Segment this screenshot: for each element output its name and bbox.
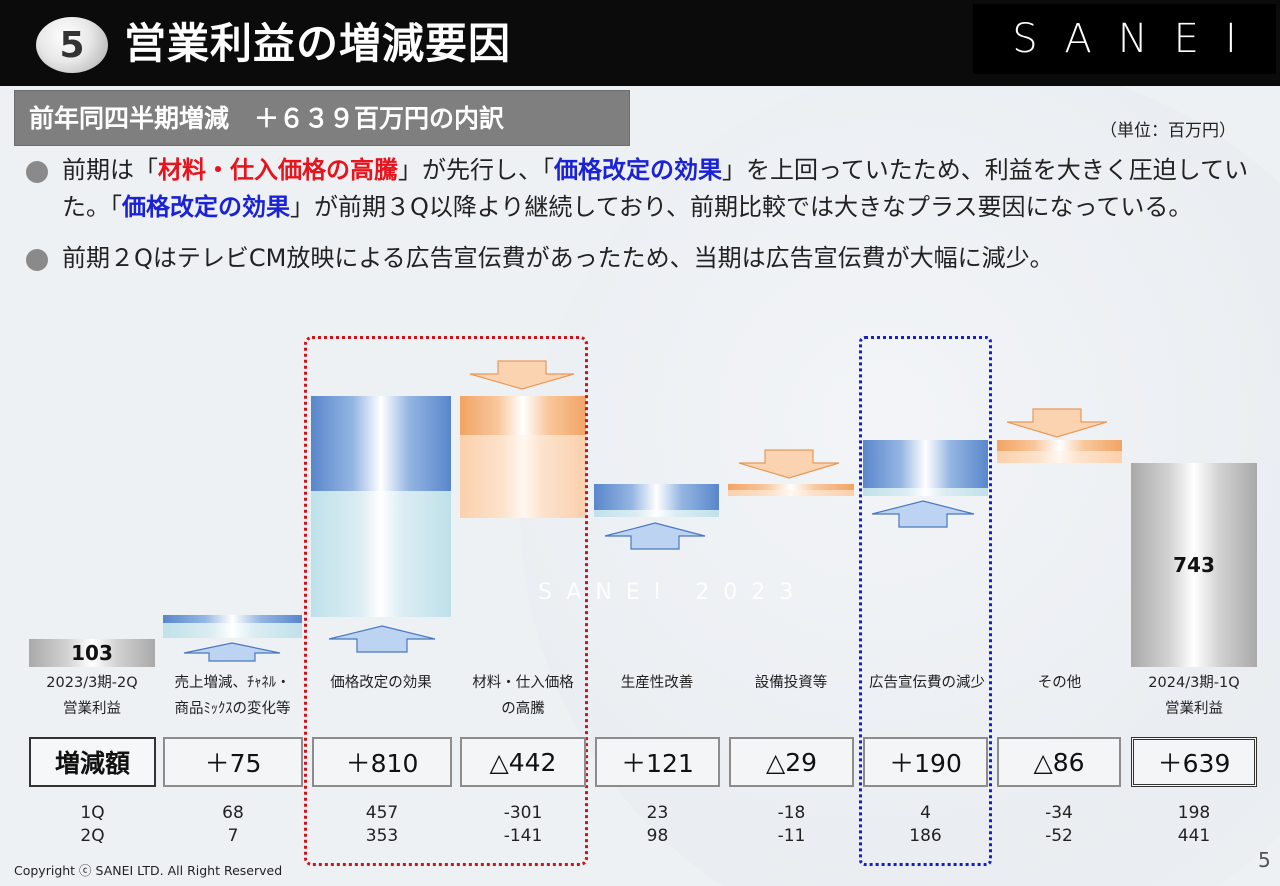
bullet-item: 前期２QはテレビCM放映による広告宣伝費があったため、当期は広告宣伝費が大幅に減…: [24, 240, 1274, 277]
highlight-box-blue: [859, 336, 992, 866]
page-number: 5: [1258, 848, 1271, 872]
category-label: 広告宣伝費の減少: [869, 675, 985, 691]
logo-text: SANEI: [1012, 16, 1263, 62]
subtitle-bar: 前年同四半期増減 ＋６３９百万円の内訳: [14, 90, 630, 146]
bullet-dot-icon: [26, 161, 48, 183]
up-arrow-icon: [183, 642, 281, 662]
q-value: 4 186: [909, 803, 942, 846]
q-value: 68 7: [222, 803, 244, 846]
slide-title: 営業利益の増減要因: [124, 19, 512, 68]
bullet-dot-icon: [26, 249, 48, 271]
down-arrow-icon: [469, 360, 575, 390]
start-total-bar: 103: [29, 639, 155, 667]
up-arrow-icon: [328, 625, 436, 653]
amount-box: ＋190: [863, 737, 988, 787]
section-number-badge: 5: [36, 17, 108, 73]
bullet-text: 前期２QはテレビCM放映による広告宣伝費があったため、当期は広告宣伝費が大幅に減…: [62, 244, 1054, 272]
down-arrow-icon: [738, 449, 840, 479]
category-label: 生産性改善: [620, 675, 694, 691]
q-value: 457 353: [365, 803, 399, 846]
q-value: 198 441: [1177, 803, 1211, 846]
up-arrow-icon: [871, 500, 975, 528]
amount-box: △86: [997, 737, 1121, 787]
bullet-text: 前期は「: [62, 156, 158, 184]
amount-box: ＋121: [595, 737, 720, 787]
copyright: Copyright ⓒ SANEI LTD. All Right Reserve…: [14, 863, 283, 878]
category-label: 価格改定の効果: [330, 675, 432, 691]
category-label: 売上増減、ﾁｬﾈﾙ・ 商品ﾐｯｸｽの変化等: [174, 675, 291, 717]
bullet-item: 前期は「材料・仕入価格の高騰」が先行し、「価格改定の効果」を上回っていたため、利…: [24, 152, 1274, 226]
category-label: 材料・仕入価格 の高騰: [472, 675, 574, 717]
amount-box-total: ＋639: [1131, 737, 1257, 787]
company-logo: SANEI: [973, 4, 1276, 74]
start-total-value: 103: [71, 641, 113, 665]
down-arrow-icon: [1006, 408, 1108, 438]
category-label: 2024/3期-1Q 営業利益: [1148, 675, 1240, 717]
category-label: その他: [1037, 675, 1082, 691]
bullet-list: 前期は「材料・仕入価格の高騰」が先行し、「価格改定の効果」を上回っていたため、利…: [24, 152, 1274, 277]
highlight-material-cost: 材料・仕入価格の高騰: [158, 156, 398, 184]
bullet-text: 」が先行し、「: [398, 156, 554, 184]
section-number: 5: [59, 24, 85, 66]
highlight-price-revision: 価格改定の効果: [554, 156, 722, 184]
category-label: 2023/3期-2Q 営業利益: [46, 675, 138, 717]
amount-header: 増減額: [29, 737, 156, 787]
end-total-bar: 743: [1131, 463, 1257, 667]
highlight-box-red: [304, 336, 588, 866]
bullet-text: 」が前期３Q以降より継続しており、前期比較では大きなプラス要因になっている。: [290, 193, 1193, 221]
amount-box: △29: [729, 737, 854, 787]
watermark: SANEI 2023: [538, 580, 808, 605]
unit-label: （単位：百万円）: [1100, 121, 1236, 141]
q-value: 23 98: [646, 803, 669, 846]
q-value: -18 -11: [777, 803, 806, 846]
amount-box: ＋810: [312, 737, 452, 787]
q-value: 1Q 2Q: [80, 803, 105, 846]
amount-box: △442: [460, 737, 586, 787]
q-value: -34 -52: [1045, 803, 1073, 846]
slide-header: 5 営業利益の増減要因 SANEI: [0, 0, 1280, 86]
q-value: -301 -141: [503, 803, 543, 846]
bullet-text: 」を上回っていたため、利益を大きく圧迫していた。「: [62, 156, 1249, 221]
end-total-value: 743: [1173, 553, 1215, 577]
up-arrow-icon: [604, 522, 706, 550]
highlight-price-revision: 価格改定の効果: [122, 193, 290, 221]
category-label: 設備投資等: [754, 675, 828, 691]
amount-box: ＋75: [163, 737, 303, 787]
